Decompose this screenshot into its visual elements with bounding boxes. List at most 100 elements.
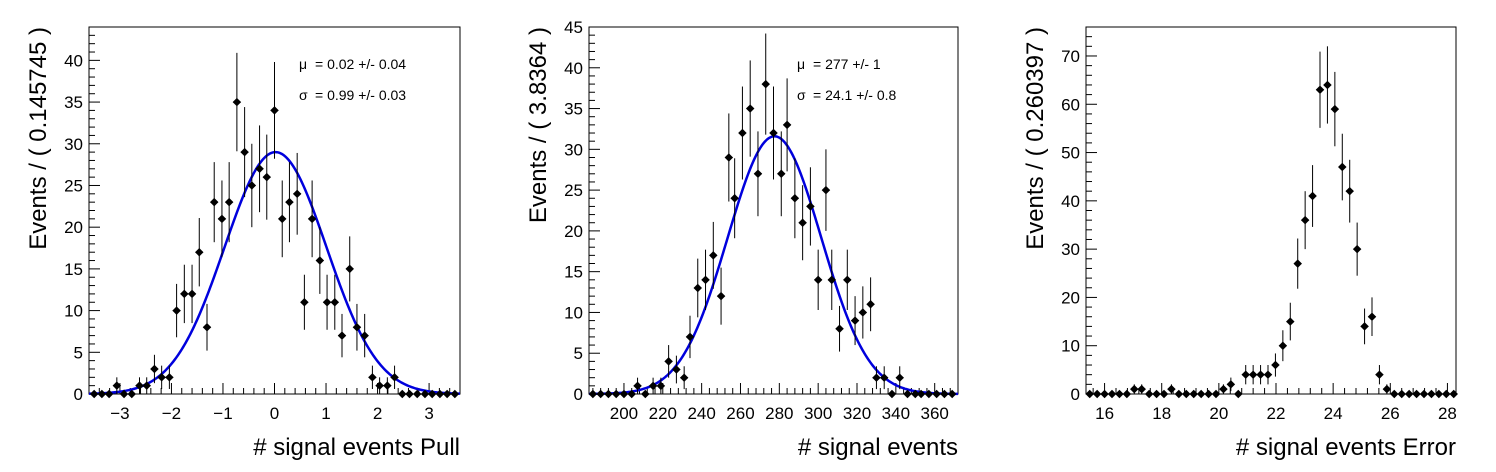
data-point	[843, 249, 852, 310]
y-tick-label: 20	[1061, 288, 1080, 307]
marker	[1360, 322, 1369, 331]
data-point	[390, 365, 399, 389]
marker	[1085, 389, 1094, 399]
data-point	[1427, 389, 1436, 399]
marker	[172, 306, 181, 315]
y-axis-title: Events / ( 0.260397 )	[1022, 27, 1049, 250]
y-tick-label: 0	[74, 385, 83, 404]
y-tick-label: 40	[564, 59, 583, 78]
data-point	[1167, 384, 1176, 394]
marker	[285, 197, 294, 207]
data-point	[672, 355, 681, 384]
marker	[1375, 370, 1384, 379]
marker	[180, 289, 189, 299]
marker	[150, 364, 159, 374]
data-point	[1449, 389, 1458, 399]
marker	[916, 389, 926, 399]
data-point	[427, 389, 437, 399]
data-point	[352, 303, 362, 351]
marker	[127, 389, 137, 399]
data-point	[701, 249, 710, 310]
marker	[738, 128, 747, 138]
data-point	[1092, 389, 1102, 399]
data-point	[142, 377, 151, 394]
marker	[217, 214, 227, 224]
data-point	[693, 258, 703, 318]
data-point	[619, 389, 629, 399]
marker	[924, 389, 934, 399]
data-point	[277, 180, 287, 258]
marker	[701, 275, 710, 285]
marker	[1100, 389, 1109, 399]
x-tick-label: 320	[843, 404, 871, 423]
marker	[709, 251, 718, 260]
y-tick-label: 30	[1061, 240, 1080, 259]
data-point	[1390, 389, 1399, 399]
marker	[352, 323, 362, 332]
data-point	[1382, 384, 1392, 394]
marker	[761, 79, 770, 89]
y-axis-title: Events / ( 3.8364 )	[525, 27, 552, 223]
y-tick-label: 40	[64, 51, 83, 70]
data-point	[1196, 389, 1206, 399]
fit-curve	[88, 150, 461, 395]
data-point	[716, 267, 726, 325]
data-point	[209, 162, 219, 243]
data-point	[879, 366, 889, 390]
marker	[262, 172, 272, 182]
marker	[821, 185, 831, 195]
x-tick-label: 26	[1381, 404, 1400, 423]
data-point	[1226, 377, 1236, 392]
marker	[224, 197, 234, 207]
marker	[255, 164, 264, 174]
mean-value: = 0.02 +/- 0.04	[315, 56, 406, 72]
y-tick-label: 0	[1071, 385, 1080, 404]
marker	[1196, 389, 1206, 399]
data-point	[1308, 165, 1317, 227]
marker	[368, 373, 377, 382]
marker	[240, 147, 249, 157]
marker	[1412, 389, 1421, 399]
data-point	[724, 113, 734, 202]
marker	[648, 381, 658, 391]
marker	[307, 214, 317, 224]
marker	[777, 169, 786, 179]
marker	[753, 169, 763, 179]
data-point	[872, 366, 881, 390]
data-point	[679, 366, 689, 390]
x-tick-label: 1	[321, 404, 330, 423]
marker	[790, 194, 800, 203]
marker	[782, 120, 792, 130]
marker	[1256, 370, 1265, 379]
marker	[1427, 389, 1436, 399]
marker	[1323, 80, 1332, 90]
data-point	[895, 366, 904, 390]
data-point	[1144, 389, 1154, 399]
data-point	[777, 131, 786, 217]
y-tick-label: 10	[64, 302, 83, 321]
marker	[911, 389, 920, 399]
marker	[1241, 370, 1250, 379]
marker	[866, 300, 875, 309]
marker	[89, 389, 99, 399]
plot-frame	[1085, 26, 1457, 395]
data-point	[1130, 384, 1139, 394]
x-tick-label: 260	[726, 404, 754, 423]
data-point	[119, 389, 129, 399]
x-tick-label: 24	[1324, 404, 1343, 423]
x-tick-label: 240	[687, 404, 715, 423]
marker	[209, 197, 219, 207]
data-point	[588, 389, 598, 399]
data-point	[337, 313, 347, 358]
marker	[383, 381, 392, 390]
data-point	[648, 377, 658, 394]
y-tick-label: 25	[564, 181, 583, 200]
data-point	[1182, 389, 1191, 399]
x-tick-label: 2	[373, 404, 382, 423]
data-point	[1189, 389, 1198, 399]
marker	[300, 298, 309, 307]
y-tick-label: 60	[1061, 95, 1080, 114]
marker	[596, 389, 605, 399]
